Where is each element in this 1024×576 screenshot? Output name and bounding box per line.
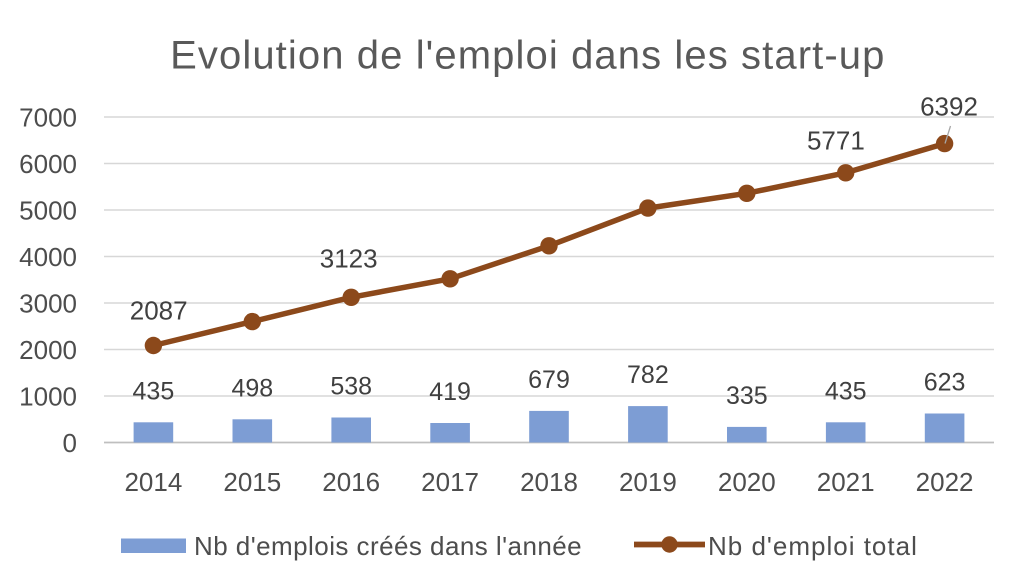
svg-text:5000: 5000	[19, 196, 77, 226]
svg-text:679: 679	[528, 366, 570, 394]
svg-text:2021: 2021	[817, 467, 875, 497]
svg-text:2022: 2022	[916, 467, 974, 497]
svg-text:2016: 2016	[322, 467, 380, 497]
svg-text:1000: 1000	[19, 382, 77, 412]
svg-text:623: 623	[924, 369, 966, 397]
svg-text:7000: 7000	[19, 103, 77, 133]
svg-text:Nb d'emploi total: Nb d'emploi total	[708, 531, 918, 561]
svg-text:435: 435	[825, 377, 867, 405]
svg-text:2019: 2019	[619, 467, 677, 497]
svg-text:2020: 2020	[718, 467, 776, 497]
svg-text:6000: 6000	[19, 149, 77, 179]
svg-text:2087: 2087	[130, 296, 188, 326]
svg-text:2017: 2017	[421, 467, 479, 497]
svg-text:5771: 5771	[807, 126, 865, 156]
svg-text:Evolution de l'emploi dans les: Evolution de l'emploi dans les start-up	[170, 34, 885, 78]
svg-text:2014: 2014	[124, 467, 182, 497]
svg-text:3000: 3000	[19, 289, 77, 319]
svg-text:782: 782	[627, 361, 669, 389]
svg-text:2018: 2018	[520, 467, 578, 497]
svg-text:6392: 6392	[920, 92, 978, 122]
svg-text:538: 538	[330, 373, 372, 401]
svg-text:335: 335	[726, 382, 768, 410]
svg-text:435: 435	[133, 377, 175, 405]
svg-text:Nb d'emplois créés dans l'anné: Nb d'emplois créés dans l'année	[194, 531, 582, 561]
svg-text:498: 498	[231, 374, 273, 402]
svg-text:2000: 2000	[19, 335, 77, 365]
svg-text:3123: 3123	[320, 244, 378, 274]
svg-text:419: 419	[429, 378, 471, 406]
svg-text:0: 0	[63, 428, 77, 458]
svg-text:2015: 2015	[223, 467, 281, 497]
svg-text:4000: 4000	[19, 242, 77, 272]
